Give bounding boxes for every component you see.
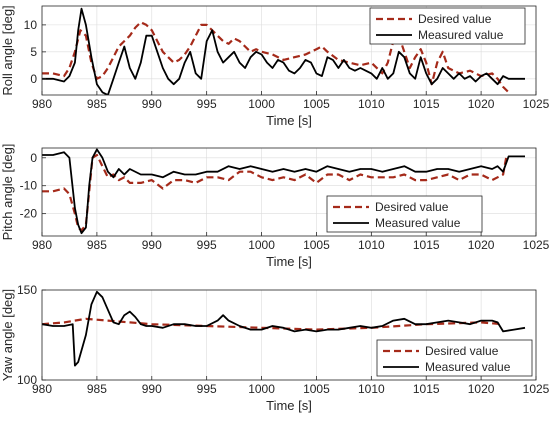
- y-axis-label: Yaw angle [deg]: [0, 289, 15, 381]
- y-tick-label: 150: [17, 283, 37, 297]
- y-axis-label: Roll angle [deg]: [0, 5, 15, 95]
- x-tick-label: 985: [87, 238, 107, 252]
- x-tick-label: 985: [87, 97, 107, 111]
- x-axis-label: Time [s]: [266, 113, 312, 128]
- legend-box: [326, 195, 483, 233]
- x-tick-label: 1025: [523, 238, 550, 252]
- series-line-measured: [42, 148, 525, 235]
- x-tick-label: 1005: [303, 382, 330, 396]
- legend-label-measured: Measured value: [375, 216, 461, 230]
- legend: Desired value Measured value: [376, 339, 533, 377]
- legend-box: [376, 339, 533, 377]
- legend: Desired value Measured value: [326, 195, 483, 233]
- chart-panel-2: 980 985 990 995 1000 1005 1010 1015 1020 1025 -20 -…: [0, 144, 550, 269]
- y-tick-label: 5: [30, 45, 37, 59]
- x-tick-label: 985: [87, 382, 107, 396]
- y-axis-label: Pitch angle [deg]: [0, 144, 15, 241]
- x-tick-label: 1000: [248, 238, 275, 252]
- legend-box: [369, 7, 526, 45]
- legend: Desired value Measured value: [369, 7, 526, 45]
- series-line-measured: [42, 290, 526, 367]
- x-tick-label: 980: [32, 238, 52, 252]
- x-tick-label: 1025: [523, 382, 550, 396]
- axes-box: [41, 289, 537, 381]
- x-tick-label: 1000: [248, 382, 275, 396]
- x-tick-label: 1020: [468, 97, 495, 111]
- axes-box: [41, 5, 537, 96]
- chart-panel-1: 980 985 990 995 1000 1005 1010 1015 1020 1025 0 5 10…: [0, 5, 550, 128]
- x-tick-label: 1005: [303, 238, 330, 252]
- x-tick-label: 1020: [468, 382, 495, 396]
- x-tick-label: 1000: [248, 97, 275, 111]
- x-tick-label: 990: [142, 382, 162, 396]
- y-tick-label: -20: [20, 207, 38, 221]
- x-axis-label: Time [s]: [266, 398, 312, 413]
- x-tick-label: 995: [197, 238, 217, 252]
- x-tick-label: 1010: [358, 97, 385, 111]
- x-tick-label: 995: [197, 97, 217, 111]
- legend-label-desired: Desired value: [375, 200, 449, 214]
- x-axis-label: Time [s]: [266, 254, 312, 269]
- x-tick-label: 1015: [413, 238, 440, 252]
- x-tick-label: 1005: [303, 97, 330, 111]
- legend-label-measured: Measured value: [425, 360, 511, 374]
- series-line-desired: [42, 21, 510, 94]
- x-tick-label: 1015: [413, 97, 440, 111]
- series-line-measured: [42, 7, 525, 95]
- legend-label-desired: Desired value: [418, 12, 492, 26]
- x-tick-label: 1015: [413, 382, 440, 396]
- x-tick-label: 1025: [523, 97, 550, 111]
- y-tick-label: -10: [20, 179, 38, 193]
- axes-box: [41, 147, 537, 237]
- x-tick-label: 980: [32, 97, 52, 111]
- x-tick-label: 995: [197, 382, 217, 396]
- chart-panel-3: 980 985 990 995 1000 1005 1010 1015 1020 1025 100 1…: [0, 283, 550, 413]
- y-tick-label: 10: [24, 18, 38, 32]
- y-tick-label: 0: [30, 151, 37, 165]
- x-tick-label: 990: [142, 97, 162, 111]
- x-tick-label: 1010: [358, 382, 385, 396]
- x-tick-label: 1020: [468, 238, 495, 252]
- y-tick-label: 0: [30, 72, 37, 86]
- legend-label-desired: Desired value: [425, 344, 499, 358]
- x-tick-label: 1010: [358, 238, 385, 252]
- legend-label-measured: Measured value: [418, 28, 504, 42]
- x-tick-label: 990: [142, 238, 162, 252]
- x-tick-label: 980: [32, 382, 52, 396]
- y-tick-label: 100: [17, 373, 37, 387]
